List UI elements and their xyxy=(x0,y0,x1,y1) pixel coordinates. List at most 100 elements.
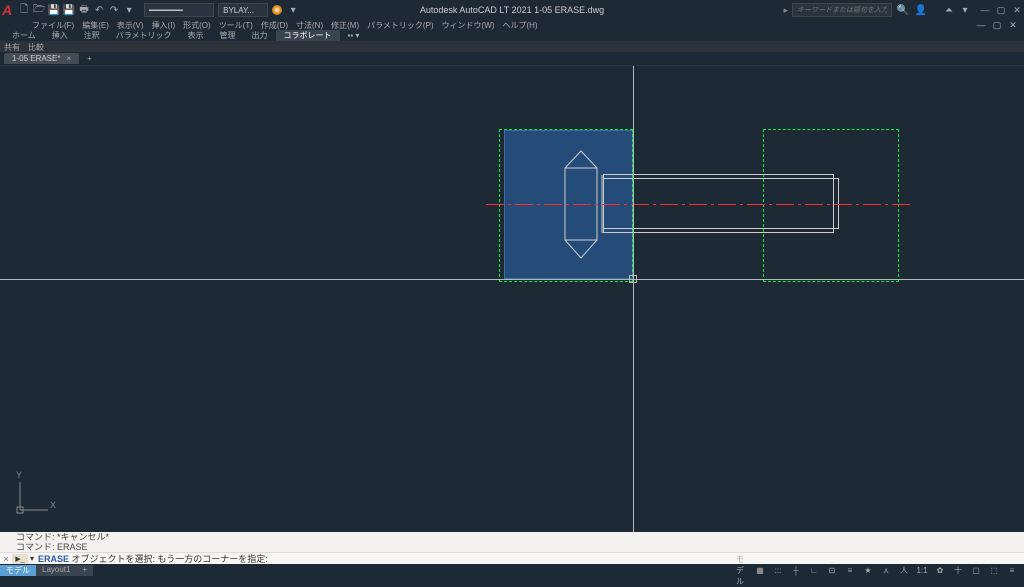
status-model[interactable]: モデル xyxy=(736,554,748,587)
command-name: ERASE xyxy=(38,554,69,564)
linetype-combo[interactable]: ━━━━━━━ xyxy=(144,3,214,17)
status-annoscale-icon[interactable]: 人 xyxy=(898,565,910,576)
menu-edit[interactable]: 編集(E) xyxy=(80,20,111,31)
ribbon-tab-home[interactable]: ホーム xyxy=(4,30,44,41)
ucs-icon: Y X xyxy=(14,476,54,518)
menu-dimension[interactable]: 寸法(N) xyxy=(294,20,325,31)
layout-tab-layout1[interactable]: Layout1 xyxy=(36,565,76,576)
command-history-1: コマンド: *キャンセル* xyxy=(0,532,1024,542)
ribbon-tab-insert[interactable]: 挿入 xyxy=(44,30,76,41)
ribbon-panel-share[interactable]: 共有 xyxy=(4,42,20,53)
menu-format[interactable]: 形式(O) xyxy=(181,20,213,31)
help-share-controls: ⏶ ▾ xyxy=(942,3,972,17)
layer-combo[interactable]: BYLAY... xyxy=(218,3,268,17)
ribbon-panel: 共有 比較 xyxy=(0,42,1024,52)
doc-close-button[interactable]: ✕ xyxy=(1006,18,1020,32)
qat-dropdown-icon[interactable]: ▾ xyxy=(122,3,136,17)
layout-tab-add-icon[interactable]: + xyxy=(76,565,93,576)
crosshair-vertical xyxy=(633,66,634,532)
command-prompt: オブジェクトを選択: もう一方のコーナーを指定: xyxy=(72,554,268,564)
close-button[interactable]: ✕ xyxy=(1010,3,1024,17)
ribbon-tab-collaborate[interactable]: コラボレート xyxy=(276,30,340,41)
layout-tabs: モデル Layout1 + xyxy=(0,565,93,576)
menu-view[interactable]: 表示(V) xyxy=(115,20,146,31)
window-title: Autodesk AutoCAD LT 2021 1-05 ERASE.dwg xyxy=(420,5,604,15)
quick-access-toolbar: A 🗋 🗁 💾 💾 🖶 ↶ ↷ ▾ xyxy=(0,2,136,18)
status-transparency-icon[interactable]: ⋏ xyxy=(880,566,892,575)
user-icon[interactable]: 👤 xyxy=(914,3,928,17)
ribbon-panel-compare[interactable]: 比較 xyxy=(28,42,44,53)
layout-tab-model[interactable]: モデル xyxy=(0,565,36,576)
menu-draw[interactable]: 作成(D) xyxy=(259,20,290,31)
status-scale[interactable]: 1:1 xyxy=(916,566,928,575)
menu-file[interactable]: ファイル(F) xyxy=(30,20,76,31)
status-otrack-icon[interactable]: ≡ xyxy=(844,566,856,575)
status-osnap-icon[interactable]: ⊡ xyxy=(826,566,838,575)
status-right: モデル ▦ ::: ┼ ∟ ⊡ ≡ ★ ⋏ 人 1:1 ✿ 十 ▢ ⬚ ≡ xyxy=(736,554,1024,587)
share-icon[interactable]: ⏶ xyxy=(942,3,956,17)
document-tab-close-icon[interactable]: × xyxy=(66,54,71,63)
layer-color-swatch[interactable] xyxy=(272,5,282,15)
document-tab-add-icon[interactable]: + xyxy=(87,54,92,63)
document-tab[interactable]: 1-05 ERASE* × xyxy=(4,53,79,64)
ucs-x-label: X xyxy=(50,500,56,510)
help-dropdown-icon[interactable]: ▾ xyxy=(958,3,972,17)
ribbon-tab-extra[interactable]: ▪▪ ▾ xyxy=(340,31,368,40)
search-icon[interactable]: 🔍 xyxy=(896,3,910,17)
menu-insert[interactable]: 挿入(I) xyxy=(150,20,178,31)
new-icon[interactable]: 🗋 xyxy=(17,3,31,17)
bolt-head-drawing xyxy=(557,150,607,260)
menu-tools[interactable]: ツール(T) xyxy=(217,20,255,31)
menu-modify[interactable]: 修正(M) xyxy=(329,20,361,31)
command-arrow-icon[interactable]: ▶_ xyxy=(12,554,28,564)
ucs-y-label: Y xyxy=(16,470,22,480)
status-ortho-icon[interactable]: ┼ xyxy=(790,566,802,575)
app-logo: A xyxy=(2,2,12,18)
layer-controls: ━━━━━━━ BYLAY... ▾ xyxy=(144,3,300,17)
layer-dropdown-icon[interactable]: ▾ xyxy=(286,3,300,17)
minimize-button[interactable]: — xyxy=(978,3,992,17)
status-isolate-icon[interactable]: ▢ xyxy=(970,566,982,575)
undo-icon[interactable]: ↶ xyxy=(92,3,106,17)
window-controls: — ▢ ✕ xyxy=(978,3,1024,17)
menu-parametric[interactable]: パラメトリック(P) xyxy=(365,20,435,31)
search-input[interactable] xyxy=(792,3,892,17)
menu-help[interactable]: ヘルプ(H) xyxy=(500,20,539,31)
document-tabs: 1-05 ERASE* × + xyxy=(0,52,1024,66)
centerline xyxy=(486,204,911,205)
status-customize-icon[interactable]: ≡ xyxy=(1006,566,1018,575)
drawing-canvas[interactable]: Y X xyxy=(0,66,1024,532)
status-polar-icon[interactable]: ∟ xyxy=(808,566,820,575)
status-plus-icon[interactable]: 十 xyxy=(952,565,964,576)
status-lwt-icon[interactable]: ★ xyxy=(862,566,874,575)
status-clean-icon[interactable]: ⬚ xyxy=(988,566,1000,575)
status-snap-icon[interactable]: ::: xyxy=(772,566,784,575)
ribbon-tab-view[interactable]: 表示 xyxy=(180,30,212,41)
document-tab-label: 1-05 ERASE* xyxy=(12,54,60,63)
ribbon-tab-output[interactable]: 出力 xyxy=(244,30,276,41)
doc-minimize-button[interactable]: — xyxy=(974,18,988,32)
status-grid-icon[interactable]: ▦ xyxy=(754,566,766,575)
ribbon-tab-annotate[interactable]: 注釈 xyxy=(76,30,108,41)
doc-maximize-button[interactable]: ▢ xyxy=(990,18,1004,32)
open-icon[interactable]: 🗁 xyxy=(32,3,46,17)
crosshair-horizontal xyxy=(0,279,1024,280)
ribbon-tabs: ホーム 挿入 注釈 パラメトリック 表示 管理 出力 コラボレート ▪▪ ▾ xyxy=(0,30,1024,42)
menu-window[interactable]: ウィンドウ(W) xyxy=(440,20,497,31)
maximize-button[interactable]: ▢ xyxy=(994,3,1008,17)
command-close-icon[interactable]: × xyxy=(0,554,12,564)
redo-icon[interactable]: ↷ xyxy=(107,3,121,17)
saveas-icon[interactable]: 💾 xyxy=(62,3,76,17)
search-area: ▸ 🔍 👤 xyxy=(783,3,928,17)
ribbon-tab-parametric[interactable]: パラメトリック xyxy=(108,30,180,41)
title-bar: A 🗋 🗁 💾 💾 🖶 ↶ ↷ ▾ ━━━━━━━ BYLAY... ▾ Aut… xyxy=(0,0,1024,20)
ribbon-tab-manage[interactable]: 管理 xyxy=(212,30,244,41)
menu-bar: ファイル(F) 編集(E) 表示(V) 挿入(I) 形式(O) ツール(T) 作… xyxy=(0,20,1024,30)
pickbox xyxy=(629,275,637,283)
save-icon[interactable]: 💾 xyxy=(47,3,61,17)
print-icon[interactable]: 🖶 xyxy=(77,3,91,17)
doc-window-controls: — ▢ ✕ xyxy=(974,18,1020,32)
command-history-2: コマンド: ERASE xyxy=(0,542,1024,552)
status-bar: モデル Layout1 + モデル ▦ ::: ┼ ∟ ⊡ ≡ ★ ⋏ 人 1:… xyxy=(0,564,1024,576)
status-gear-icon[interactable]: ✿ xyxy=(934,566,946,575)
